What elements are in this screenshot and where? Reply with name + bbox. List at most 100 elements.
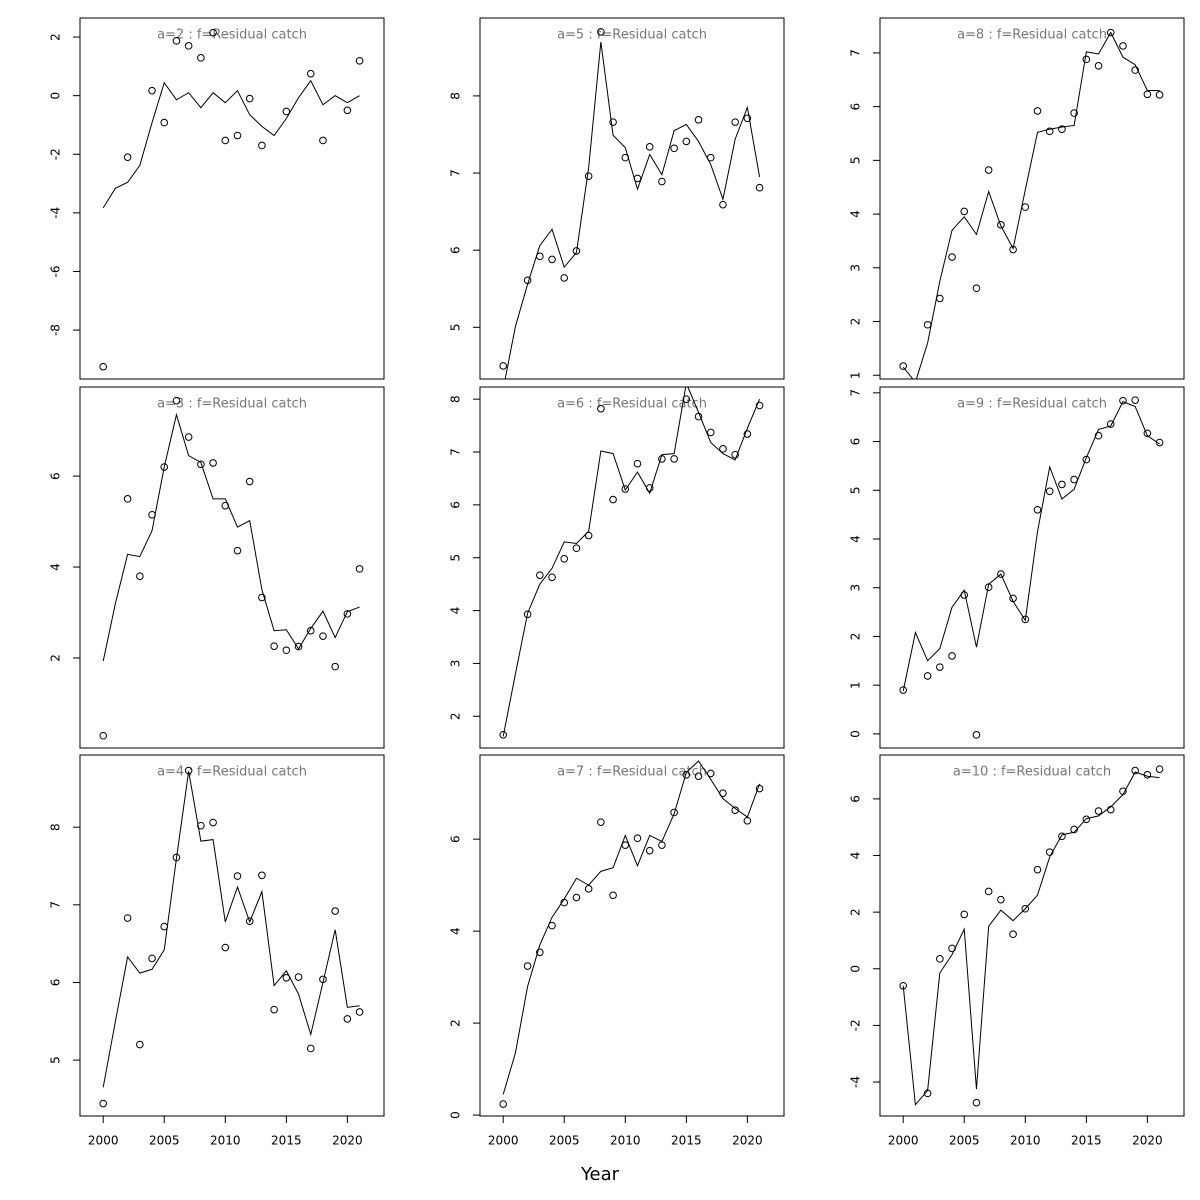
y-tick-label: 7 — [849, 49, 863, 57]
y-tick-label: 6 — [449, 246, 463, 254]
point — [645, 143, 654, 151]
y-tick-label: 5 — [49, 1056, 63, 1064]
point — [1131, 766, 1139, 775]
fit-line — [902, 771, 1160, 1106]
y-tick-label: 3 — [849, 584, 863, 592]
x-tick-label: 2000 — [488, 1134, 519, 1148]
point — [609, 891, 617, 900]
panel-title: a=7 : f=Residual catch — [557, 765, 707, 780]
y-tick-label: 7 — [449, 448, 463, 456]
panel-title: a=6 : f=Residual catch — [557, 397, 707, 412]
point — [233, 546, 242, 555]
point — [197, 821, 205, 830]
point — [755, 401, 764, 410]
point — [1045, 848, 1054, 856]
point — [99, 1099, 107, 1108]
point — [682, 770, 691, 779]
point — [923, 672, 932, 680]
point — [621, 485, 630, 493]
plot-frame — [479, 17, 785, 380]
y-tick-label: 5 — [849, 157, 863, 165]
point — [331, 907, 339, 915]
y-tick-label: 4 — [49, 563, 63, 571]
point — [1082, 815, 1091, 824]
y-tick-label: 5 — [449, 554, 463, 562]
y-tick-label: 6 — [849, 438, 863, 446]
point — [1106, 420, 1115, 428]
point — [160, 118, 169, 127]
point — [270, 642, 278, 650]
point — [172, 37, 181, 45]
panel: a=3 : f=Residual catch 2 4 6 — [49, 386, 385, 749]
point — [984, 887, 993, 896]
x-axis-label: Year — [580, 1164, 620, 1185]
panel-title: a=8 : f=Residual catch — [957, 28, 1107, 43]
x-tick-label: 2020 — [732, 1134, 763, 1148]
point — [936, 955, 944, 963]
point — [258, 593, 266, 602]
y-tick-label: 0 — [449, 1111, 463, 1119]
point — [1021, 904, 1030, 913]
point — [523, 610, 532, 619]
point — [706, 428, 715, 437]
x-tick-label: 2010 — [1010, 1134, 1041, 1148]
point — [948, 253, 956, 261]
x-tick-label: 2005 — [549, 1134, 580, 1148]
plot-frame — [479, 386, 785, 749]
point — [1070, 109, 1078, 117]
y-tick-label: 8 — [449, 395, 463, 403]
point — [597, 404, 605, 413]
point — [245, 917, 254, 925]
point — [136, 1040, 144, 1049]
point — [572, 893, 581, 902]
point — [572, 544, 581, 553]
y-tick-label: 7 — [849, 389, 863, 397]
point — [658, 177, 666, 186]
point — [706, 769, 715, 778]
y-tick-label: 6 — [49, 979, 63, 987]
y-tick-label: 0 — [849, 965, 863, 973]
y-tick-label: 2 — [849, 908, 863, 916]
point — [499, 362, 507, 370]
point — [343, 106, 352, 115]
point — [258, 871, 266, 880]
point — [197, 54, 205, 62]
point — [560, 274, 569, 282]
point — [609, 495, 617, 504]
point — [899, 686, 907, 694]
point — [343, 610, 352, 618]
point — [1094, 62, 1103, 70]
point — [584, 172, 593, 180]
point — [1009, 930, 1017, 939]
panel: a=5 : f=Residual catch 5 6 7 8 — [449, 17, 785, 380]
point — [245, 94, 254, 103]
point — [1082, 55, 1091, 64]
point — [682, 395, 691, 403]
point — [960, 910, 969, 919]
point — [1094, 807, 1103, 815]
point — [609, 118, 617, 126]
y-tick-label: 2 — [849, 633, 863, 641]
point — [233, 872, 242, 880]
point — [755, 183, 764, 192]
panel-title: a=10 : f=Residual catch — [953, 765, 1111, 780]
y-tick-label: 4 — [849, 210, 863, 218]
point — [270, 1005, 278, 1014]
y-tick-label: 7 — [49, 901, 63, 909]
point — [972, 284, 981, 293]
plot-frame — [79, 17, 385, 380]
point — [1155, 765, 1164, 773]
fit-line — [902, 31, 1160, 379]
y-tick-label: -4 — [49, 207, 63, 219]
point — [743, 430, 752, 438]
point — [1119, 42, 1127, 50]
point — [123, 914, 132, 922]
point — [1045, 127, 1054, 136]
point — [282, 107, 291, 116]
point — [355, 56, 364, 65]
point — [123, 153, 132, 161]
panel: a=2 : f=Residual catch -8 -6 -4 -2 0 2 — [49, 17, 385, 380]
point — [719, 200, 727, 209]
y-tick-label: 4 — [849, 852, 863, 860]
